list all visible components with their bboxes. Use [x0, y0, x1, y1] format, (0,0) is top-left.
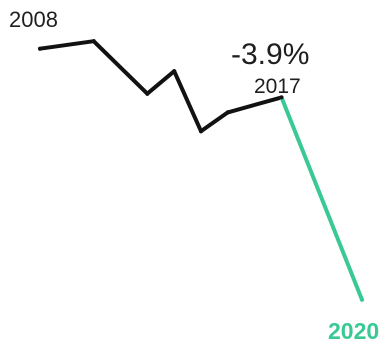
data-point-2020 — [360, 297, 364, 302]
change-percent-label: -3.9% — [231, 38, 310, 71]
data-point-2012 — [145, 91, 150, 96]
line-segment-2013-2014 — [172, 69, 203, 134]
data-point-2010 — [91, 39, 96, 44]
line-segment-2017-2020 — [279, 95, 364, 302]
data-point-2008 — [38, 46, 42, 51]
data-point-2017 — [279, 95, 284, 100]
line-segment-2012-2013 — [145, 69, 177, 96]
line-segment-2008-2010 — [38, 39, 96, 51]
line-segment-2010-2012 — [91, 39, 150, 96]
data-point-2014 — [199, 129, 203, 134]
mid-year-label: 2017 — [254, 75, 301, 98]
data-point-2013 — [172, 69, 177, 74]
start-year-label: 2008 — [9, 7, 58, 32]
line-segment-2015-2017 — [225, 95, 284, 115]
end-year-label: 2020 — [328, 318, 380, 344]
data-point-2015 — [225, 110, 230, 115]
line-segment-2014-2015 — [199, 110, 230, 134]
